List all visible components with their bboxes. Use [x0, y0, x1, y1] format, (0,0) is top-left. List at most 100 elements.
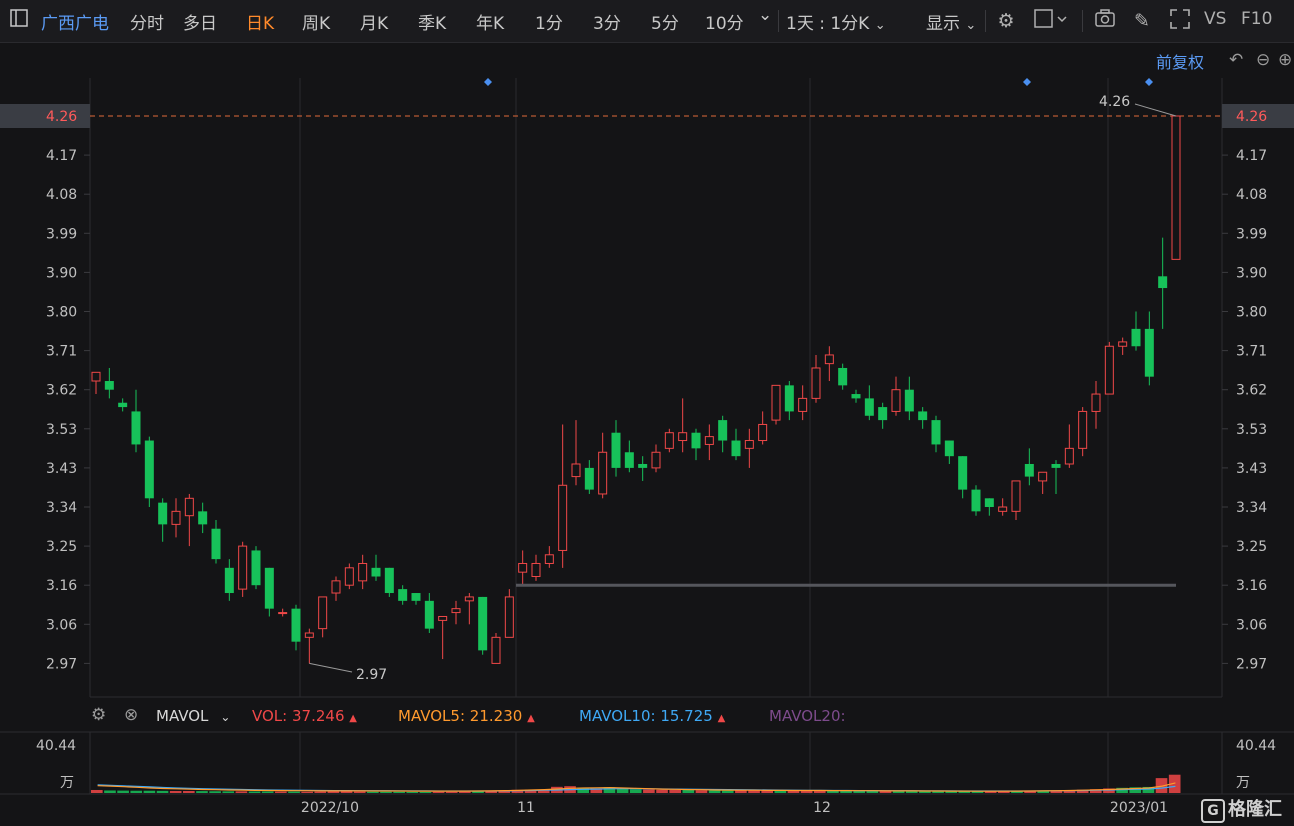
candle-body-down [198, 511, 208, 525]
candle [424, 593, 434, 633]
volume-bar [1103, 788, 1115, 793]
tab-3min[interactable]: 3分 [593, 14, 621, 34]
tab-weekly-k[interactable]: 周K [302, 14, 331, 34]
candle-body-down [1144, 328, 1154, 377]
candle-body-up [491, 636, 501, 664]
tab-1min[interactable]: 1分 [535, 14, 563, 34]
x-axis-label: 12 [813, 800, 831, 816]
tab-10min[interactable]: 10分 [705, 14, 744, 34]
candle-body-down [411, 593, 421, 601]
volume-bar [761, 790, 774, 793]
candle [918, 407, 928, 429]
more-periods-chevron-down-icon[interactable]: ⌄ [758, 5, 773, 25]
zoom-out-icon[interactable]: ⊖ [1256, 50, 1271, 70]
candle [784, 381, 794, 421]
f10-button[interactable]: F10 [1241, 9, 1273, 29]
candle-body-up [1091, 393, 1101, 412]
volume-bar [656, 789, 668, 793]
tab-5min[interactable]: 5分 [651, 14, 679, 34]
candle-body-up [891, 389, 901, 412]
volume-bar [445, 791, 458, 793]
candle [878, 402, 888, 429]
zoom-in-icon[interactable]: ⊕ [1278, 50, 1293, 70]
candle-body-up [1078, 410, 1088, 449]
left-tick-label: 3.16 [46, 578, 77, 594]
tab-monthly-k[interactable]: 月K [360, 14, 389, 34]
candle [758, 411, 768, 445]
candle-body-down [224, 567, 234, 594]
mavol5-label: MAVOL5: [398, 707, 466, 725]
volume-bar [905, 790, 918, 793]
right-tick-label: 4.17 [1236, 148, 1267, 164]
candle [718, 415, 728, 453]
camera-icon[interactable] [1092, 8, 1118, 34]
event-marker-icon [1145, 78, 1153, 86]
current-price-label-right: 4.26 [1236, 109, 1267, 125]
volume-bar [406, 791, 419, 793]
candle [1104, 341, 1114, 395]
rectangle-icon[interactable] [1031, 8, 1073, 34]
volume-bar [340, 791, 353, 793]
volume-bar [603, 787, 616, 793]
display-menu[interactable]: 显示 ⌄ [926, 14, 977, 34]
close-icon[interactable]: ⊗ [124, 705, 139, 725]
volume-bar [708, 790, 721, 793]
candle [91, 371, 101, 395]
tab-multi-day[interactable]: 多日 [183, 14, 217, 34]
right-tick-label: 4.08 [1236, 187, 1267, 203]
candle [651, 444, 661, 473]
right-tick-label: 3.99 [1236, 226, 1267, 242]
right-tick-label: 3.16 [1236, 578, 1267, 594]
left-tick-label: 4.08 [46, 187, 77, 203]
candle [944, 440, 954, 464]
volume-bar [827, 790, 839, 793]
candle-body-down [718, 420, 728, 441]
adjust-mode-button[interactable]: 前复权 [1156, 53, 1205, 72]
period-select[interactable]: 1天 : 1分K ⌄ [786, 14, 886, 34]
sidebar-toggle-icon[interactable] [6, 8, 32, 34]
candle [558, 424, 568, 568]
candle [1091, 381, 1101, 429]
volume-bar [721, 790, 734, 793]
candle-body-down [784, 385, 794, 412]
volume-bar [419, 791, 432, 793]
tab-yearly-k[interactable]: 年K [476, 14, 505, 34]
tab-intraday[interactable]: 分时 [130, 14, 164, 34]
candle [824, 346, 834, 382]
candle [278, 608, 288, 617]
pencil-icon[interactable]: ✎ [1134, 10, 1150, 32]
candle [1131, 311, 1141, 351]
undo-icon[interactable]: ↶ [1229, 50, 1244, 70]
right-tick-label: 3.53 [1236, 422, 1267, 438]
tab-quarterly-k[interactable]: 季K [418, 14, 447, 34]
divider [1082, 10, 1083, 32]
left-tick-label: 4.17 [46, 148, 77, 164]
gear-icon[interactable]: ⚙ [91, 705, 107, 725]
candle-body-up [531, 562, 541, 578]
candle-body-up [504, 596, 514, 638]
indicator-select[interactable]: MAVOL ⌄ [156, 707, 231, 725]
candle [504, 589, 514, 638]
stock-name[interactable]: 广西广电 [41, 14, 109, 34]
candle [678, 398, 688, 453]
candle [171, 498, 181, 538]
logo-g-icon: G [1201, 799, 1225, 823]
candle [131, 389, 141, 453]
tab-daily-k[interactable]: 日K [246, 14, 275, 34]
fullscreen-icon[interactable] [1167, 8, 1193, 34]
volume-bar [945, 791, 958, 793]
candle [264, 567, 274, 617]
mavol5-value: 21.230 [469, 707, 523, 725]
volume-bar [327, 791, 340, 793]
vol-axis-unit-right: 万 [1236, 775, 1250, 791]
vs-compare-button[interactable]: VS [1204, 9, 1227, 29]
candle [798, 385, 808, 421]
gear-icon[interactable]: ⚙ [997, 10, 1015, 32]
volume-bar [432, 791, 445, 793]
candle [438, 615, 448, 660]
volume-bar [879, 790, 892, 793]
volume-bar [1116, 787, 1128, 793]
volume-bar [735, 790, 747, 793]
vol-label: VOL: [252, 707, 288, 725]
